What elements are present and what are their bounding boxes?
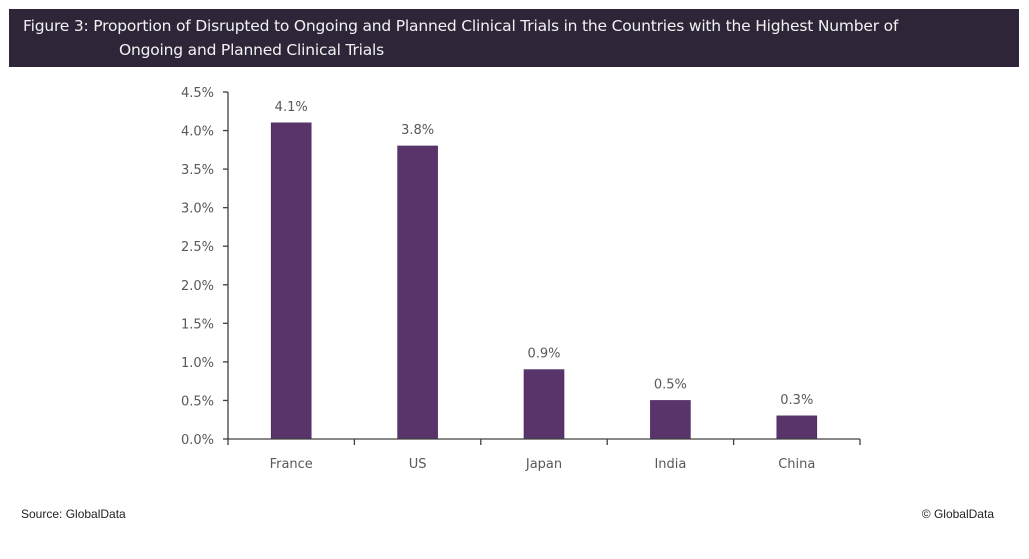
bar-japan bbox=[523, 369, 565, 440]
y-tick-label: 0.0% bbox=[181, 433, 214, 448]
y-tick-label: 2.5% bbox=[181, 240, 214, 255]
bar-us bbox=[397, 145, 438, 440]
y-tick-label: 4.5% bbox=[181, 86, 214, 101]
figure-title: Figure 3: Proportion of Disrupted to Ong… bbox=[9, 9, 1019, 67]
copyright-note: © GlobalData bbox=[921, 507, 994, 521]
data-label: 4.1% bbox=[275, 100, 308, 115]
y-tick-label: 1.5% bbox=[181, 317, 214, 332]
x-category-label: US bbox=[409, 457, 427, 472]
y-tick-label: 2.0% bbox=[181, 279, 214, 294]
y-tick-label: 4.0% bbox=[181, 125, 214, 140]
bar-france bbox=[270, 122, 312, 440]
data-label: 0.3% bbox=[780, 393, 813, 408]
y-tick-label: 3.0% bbox=[181, 202, 214, 217]
data-label: 0.5% bbox=[654, 377, 687, 392]
x-category-label: Japan bbox=[525, 457, 562, 472]
y-tick-label: 3.5% bbox=[181, 163, 214, 178]
y-axis-ticks: 0.0% 0.5% 1.0% 1.5% 2.0% 2.5% 3.0% 3.5% 4.0% 4.5% bbox=[181, 86, 228, 448]
data-label: 3.8% bbox=[401, 123, 434, 138]
y-tick-label: 0.5% bbox=[181, 394, 214, 409]
y-tick-label: 1.0% bbox=[181, 356, 214, 371]
x-category-label: India bbox=[654, 457, 686, 472]
bar-india bbox=[650, 400, 691, 440]
bar-china bbox=[776, 415, 818, 440]
data-label: 0.9% bbox=[527, 347, 560, 362]
figure-title-line2: Ongoing and Planned Clinical Trials bbox=[119, 41, 384, 59]
x-category-label: France bbox=[270, 457, 313, 472]
figure-title-line1: Figure 3: Proportion of Disrupted to Ong… bbox=[23, 17, 899, 35]
source-note: Source: GlobalData bbox=[21, 507, 126, 521]
x-category-label: China bbox=[778, 457, 815, 472]
x-axis-ticks: France US Japan India China bbox=[227, 439, 861, 472]
bars: 4.1% 3.8% 0.9% 0.5% 0.3% bbox=[270, 100, 818, 440]
